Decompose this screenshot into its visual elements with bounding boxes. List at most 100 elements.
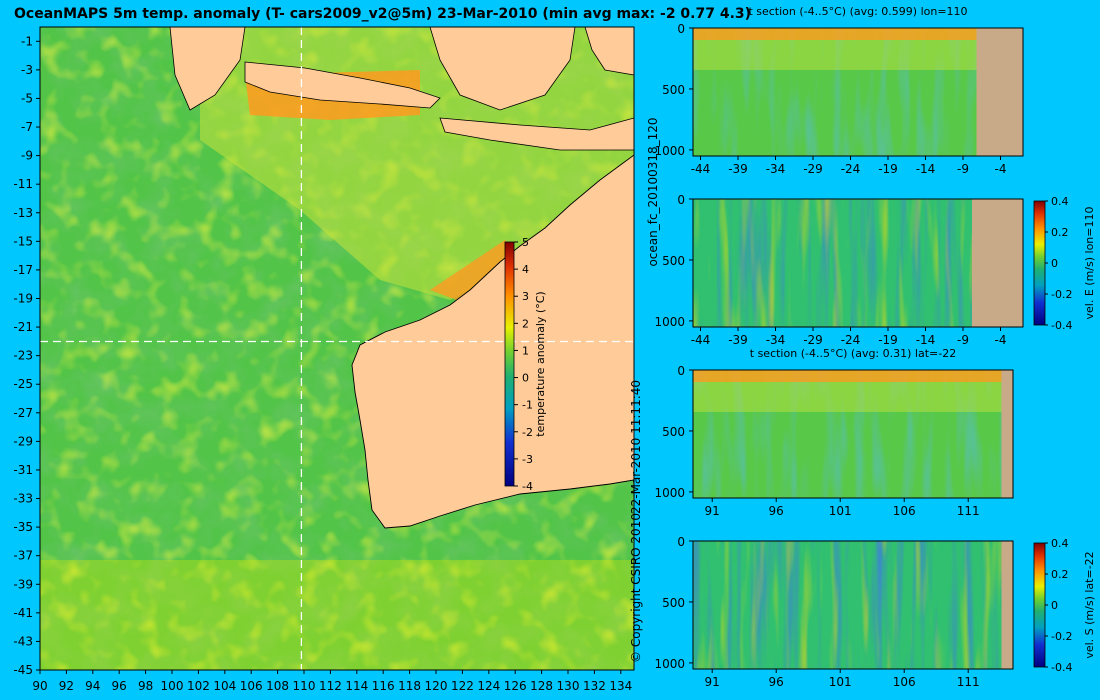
- panel-title: t section (-4..5°C) (avg: 0.599) lon=110: [748, 5, 967, 18]
- panel-colorbar-tick-label: -0.4: [1051, 661, 1072, 674]
- panel-x-tick-label: -9: [957, 162, 969, 176]
- map-x-tick-label: 120: [425, 679, 448, 693]
- map-colorbar-tick-label: 2: [522, 317, 529, 330]
- map-x-tick-label: 128: [530, 679, 553, 693]
- map-frame: [39, 26, 635, 671]
- panel-x-tick-label: -44: [691, 333, 711, 347]
- panel-frame: [692, 540, 1014, 670]
- map-colorbar-ticks: 5 4 3 2 1 0 -1 -2 -3 -4: [514, 236, 533, 493]
- map-x-tick-label: 100: [161, 679, 184, 693]
- panel-x-tick-label: 91: [705, 675, 720, 689]
- run-date-label: 22-Mar-2010 11:11:40: [629, 380, 643, 514]
- map-x-tick-label: 118: [398, 679, 421, 693]
- panel-field-texture-warm: [693, 199, 1023, 327]
- panel-colorbar-tick-label: -0.2: [1051, 630, 1072, 643]
- map-y-tick-label: -37: [13, 549, 33, 563]
- panel-x-tick-label: -19: [878, 333, 898, 347]
- map-y-tick-label: -1: [21, 34, 33, 48]
- section-panels: t section (-4..5°C) (avg: 0.599) lon=110…: [654, 5, 1096, 689]
- panel-x-tick-label: -39: [728, 333, 748, 347]
- map-colorbar-tick-label: -4: [522, 480, 533, 493]
- panel-x-tick-label: 111: [957, 504, 980, 518]
- panel-x-tick-label: 106: [893, 504, 916, 518]
- panel-x-tick-label: -39: [728, 162, 748, 176]
- panel-land: [976, 28, 1023, 156]
- map-x-tick-label: 134: [609, 679, 632, 693]
- map-x-tick-label: 112: [319, 679, 342, 693]
- panel-colorbar-tick-label: 0: [1051, 599, 1058, 612]
- panel-x-tick-label: -14: [916, 333, 936, 347]
- panel-colorbar-tick-label: 0.4: [1051, 537, 1069, 550]
- map-x-tick-label: 116: [372, 679, 395, 693]
- map-y-tick-label: -41: [13, 606, 33, 620]
- panel-x-tick-label: -4: [995, 333, 1007, 347]
- map-y-tick-label: -13: [13, 206, 33, 220]
- map-land-java: [244, 61, 441, 109]
- panel-y-tick-label: 0: [677, 364, 685, 378]
- map-y-tick-label: -11: [13, 177, 33, 191]
- panel-x-tick-label: -24: [841, 162, 861, 176]
- map-y-tick-label: -9: [21, 149, 33, 163]
- panel-x-tick-label: 101: [829, 504, 852, 518]
- map-y-tick-label: -15: [13, 234, 33, 248]
- panel-x-tick-label: -44: [691, 162, 711, 176]
- panel-colorbar-tick-label: -0.4: [1051, 319, 1072, 332]
- panel-x-tick-label: 111: [957, 675, 980, 689]
- map-y-tick-label: -33: [13, 492, 33, 506]
- map-x-tick-label: 102: [187, 679, 210, 693]
- map-colorbar-tick-label: 5: [522, 236, 529, 249]
- panel-colorbar-tick-label: -0.2: [1051, 288, 1072, 301]
- panel-field-texture: [693, 370, 1013, 498]
- panel-surface-warm-layer: [693, 370, 1013, 382]
- map-y-tick-label: -5: [21, 91, 33, 105]
- panel-y-tick-label: 1000: [654, 315, 685, 329]
- panel-x-tick-label: -19: [878, 162, 898, 176]
- map-y-tick-label: -29: [13, 434, 33, 448]
- panel-y-tick-label: 500: [662, 425, 685, 439]
- panel-y-tick-label: 1000: [654, 486, 685, 500]
- panel-x-tick-label: -9: [957, 333, 969, 347]
- panel-x-tick-label: 96: [769, 504, 784, 518]
- panel-y-tick-label: 1000: [654, 144, 685, 158]
- panel-x-tick-label: -34: [766, 333, 786, 347]
- panel-colorbar-tick-label: 0.4: [1051, 195, 1069, 208]
- map-y-tick-label: -17: [13, 263, 33, 277]
- map-y-tick-label: -35: [13, 520, 33, 534]
- map-x-tick-label: 90: [32, 679, 47, 693]
- panel-y-tick-label: 0: [677, 535, 685, 549]
- map-y-tick-label: -19: [13, 291, 33, 305]
- copyright-label: © Copyright CSIRO 2010: [629, 513, 643, 663]
- panel-frame: [692, 369, 1014, 499]
- panel-x-tick-label: 96: [769, 675, 784, 689]
- panel-x-tick-label: 106: [893, 675, 916, 689]
- panel-colorbar: [1033, 542, 1046, 668]
- panel-y-tick-label: 0: [677, 193, 685, 207]
- section-panel-1: t section (-4..5°C) (avg: 0.599) lon=110…: [654, 5, 1024, 176]
- map-x-tick-label: 108: [266, 679, 289, 693]
- panel-land: [1001, 370, 1013, 498]
- map-colorbar-label: temperature anomaly (°C): [534, 291, 547, 436]
- map-y-tick-label: -21: [13, 320, 33, 334]
- panel-x-tick-label: -34: [766, 162, 786, 176]
- map-x-tick-label: 130: [557, 679, 580, 693]
- map-y-tick-label: -3: [21, 63, 33, 77]
- panel-x-tick-label: -29: [803, 162, 823, 176]
- map-colorbar-tick-label: 0: [522, 372, 529, 385]
- map-colorbar-tick-label: 3: [522, 290, 529, 303]
- map-warm-south-band: [40, 560, 634, 670]
- map-x-tick-label: 122: [451, 679, 474, 693]
- panel-y-tick-label: 1000: [654, 657, 685, 671]
- panel-x-tick-label: 91: [705, 504, 720, 518]
- panel-frame: [692, 27, 1024, 157]
- map-x-tick-label: 104: [213, 679, 236, 693]
- map-x-tick-label: 124: [477, 679, 500, 693]
- map-x-tick-label: 106: [240, 679, 263, 693]
- map-y-tick-label: -7: [21, 120, 33, 134]
- map-y-tick-label: -43: [13, 634, 33, 648]
- panel-x-tick-label: -4: [995, 162, 1007, 176]
- map-colorbar-tick-label: -2: [522, 426, 533, 439]
- map-colorbar-tick-label: -3: [522, 453, 533, 466]
- panel-land: [1001, 541, 1013, 669]
- panel-colorbar-label: vel. S (m/s) lat=-22: [1083, 551, 1096, 658]
- map-x-axis: 90 92 94 96 98 100 102 104 106 108 110 112 114 116 118…: [32, 670, 632, 693]
